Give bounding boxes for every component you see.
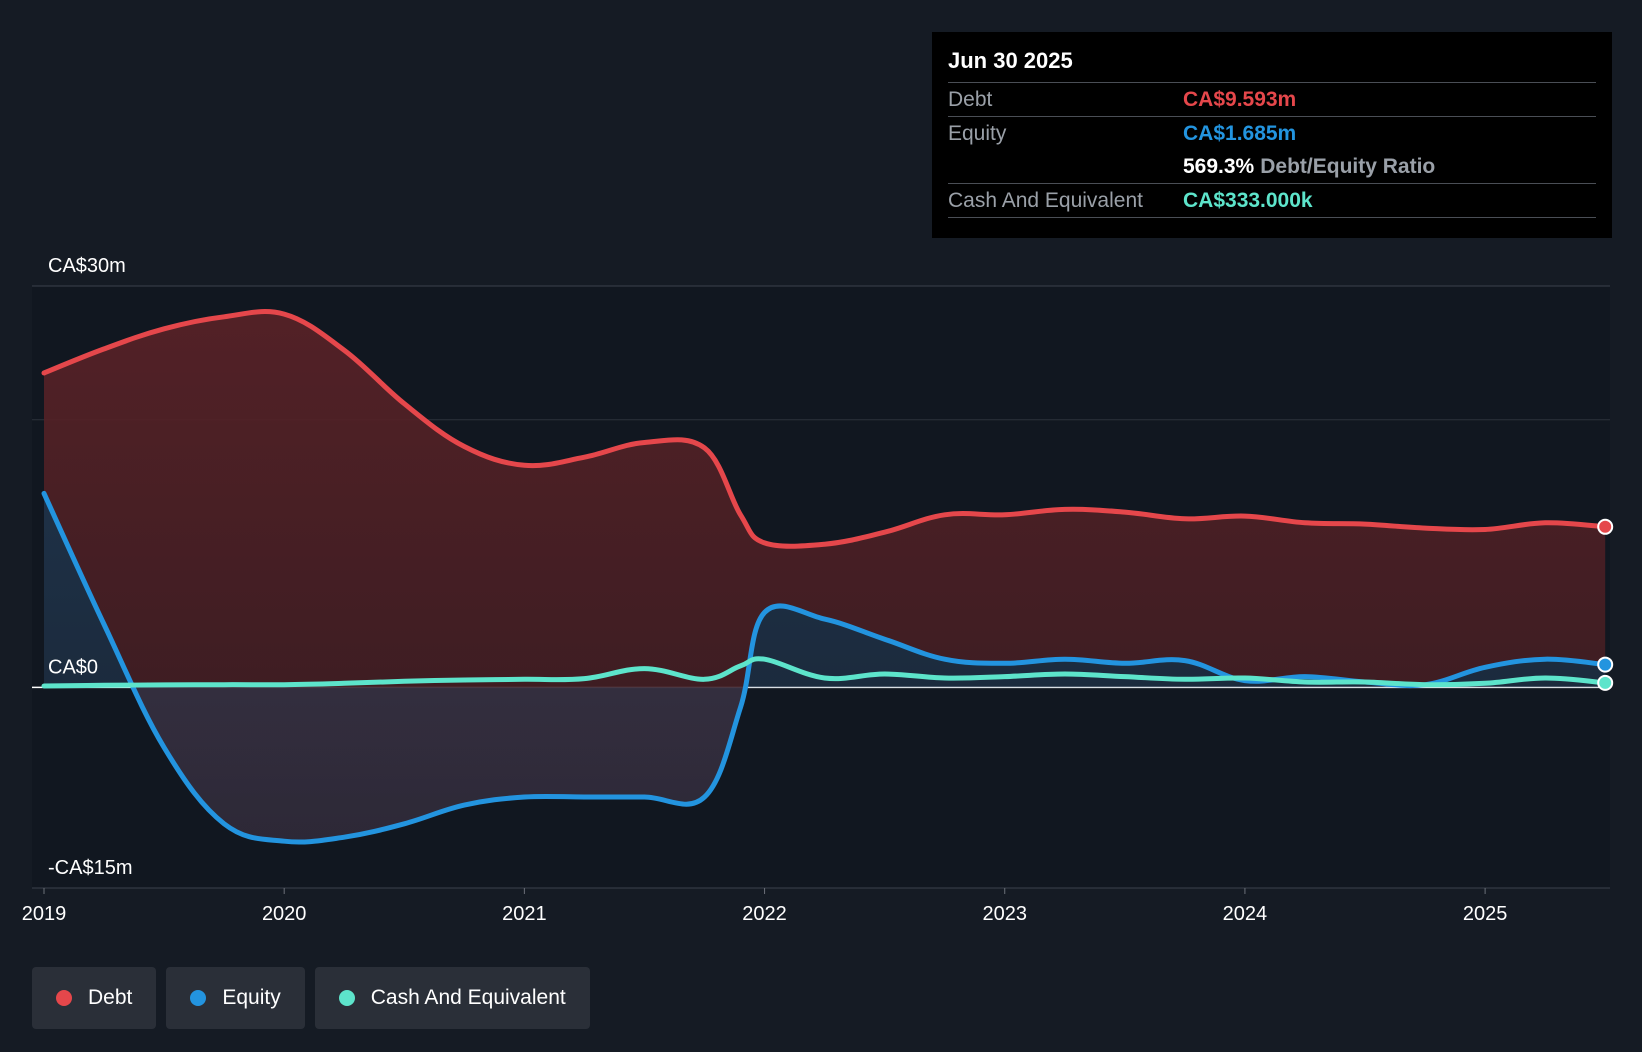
y-tick-label: -CA$15m	[48, 857, 132, 879]
legend-label-equity: Equity	[222, 986, 281, 1009]
tooltip-ratio-row: 569.3% Debt/Equity Ratio	[948, 150, 1596, 183]
cash-dot-icon	[338, 990, 355, 1006]
tooltip-debt-row: Debt CA$9.593m	[948, 82, 1596, 116]
tooltip-date: Jun 30 2025	[948, 48, 1073, 73]
legend-label-debt: Debt	[88, 986, 133, 1009]
equity-line	[41, 490, 1608, 845]
debt-endpoint-marker	[1597, 518, 1614, 535]
tooltip-debt-label: Debt	[948, 87, 993, 111]
equity-endpoint-marker	[1597, 656, 1614, 673]
tooltip-ratio-label: Debt/Equity Ratio	[1260, 154, 1436, 178]
cash-line	[41, 656, 1608, 689]
y-tick-label: CA$30m	[48, 255, 126, 277]
tooltip-cash-row: Cash And Equivalent CA$333.000k	[948, 183, 1596, 218]
y-axis-labels: CA$30m CA$0 -CA$15m	[48, 255, 132, 879]
tooltip-debt-value: CA$9.593m	[1183, 87, 1297, 111]
series-lines	[41, 309, 1608, 845]
legend-item-equity[interactable]: Equity	[166, 967, 305, 1029]
debt-line	[41, 309, 1608, 549]
tooltip-equity-value: CA$1.685m	[1183, 121, 1297, 145]
tooltip-equity-label: Equity	[948, 121, 1007, 145]
equity-area	[44, 493, 1606, 843]
x-tick-label: 2023	[982, 903, 1027, 925]
x-tick-label: 2021	[502, 903, 547, 925]
legend-item-debt[interactable]: Debt	[32, 967, 157, 1029]
x-tick-label: 2024	[1223, 903, 1268, 925]
x-axis-labels: 2019 2020 2021 2022 2023 2024 2025	[22, 888, 1508, 925]
legend-label-cash: Cash And Equivalent	[370, 986, 566, 1009]
x-tick-label: 2020	[262, 903, 307, 925]
legend-item-cash[interactable]: Cash And Equivalent	[314, 967, 590, 1029]
tooltip-cash-value: CA$333.000k	[1183, 188, 1313, 212]
x-tick-label: 2025	[1463, 903, 1508, 925]
tooltip-panel: Jun 30 2025 Debt CA$9.593m Equity CA$1.6…	[932, 32, 1612, 238]
debt-dot-icon	[56, 990, 72, 1006]
chart-legend: Debt Equity Cash And Equivalent	[32, 967, 590, 1029]
x-tick-label: 2019	[22, 903, 67, 925]
y-tick-label: CA$0	[48, 656, 98, 678]
tooltip-equity-row: Equity CA$1.685m	[948, 116, 1596, 150]
series-endpoints	[1597, 518, 1614, 691]
series-areas	[44, 311, 1606, 843]
equity-dot-icon	[190, 990, 207, 1006]
cash-endpoint-marker	[1597, 674, 1614, 691]
x-tick-label: 2022	[742, 903, 787, 925]
tooltip-ratio-value: 569.3%	[1183, 154, 1255, 178]
tooltip-cash-label: Cash And Equivalent	[948, 188, 1143, 212]
